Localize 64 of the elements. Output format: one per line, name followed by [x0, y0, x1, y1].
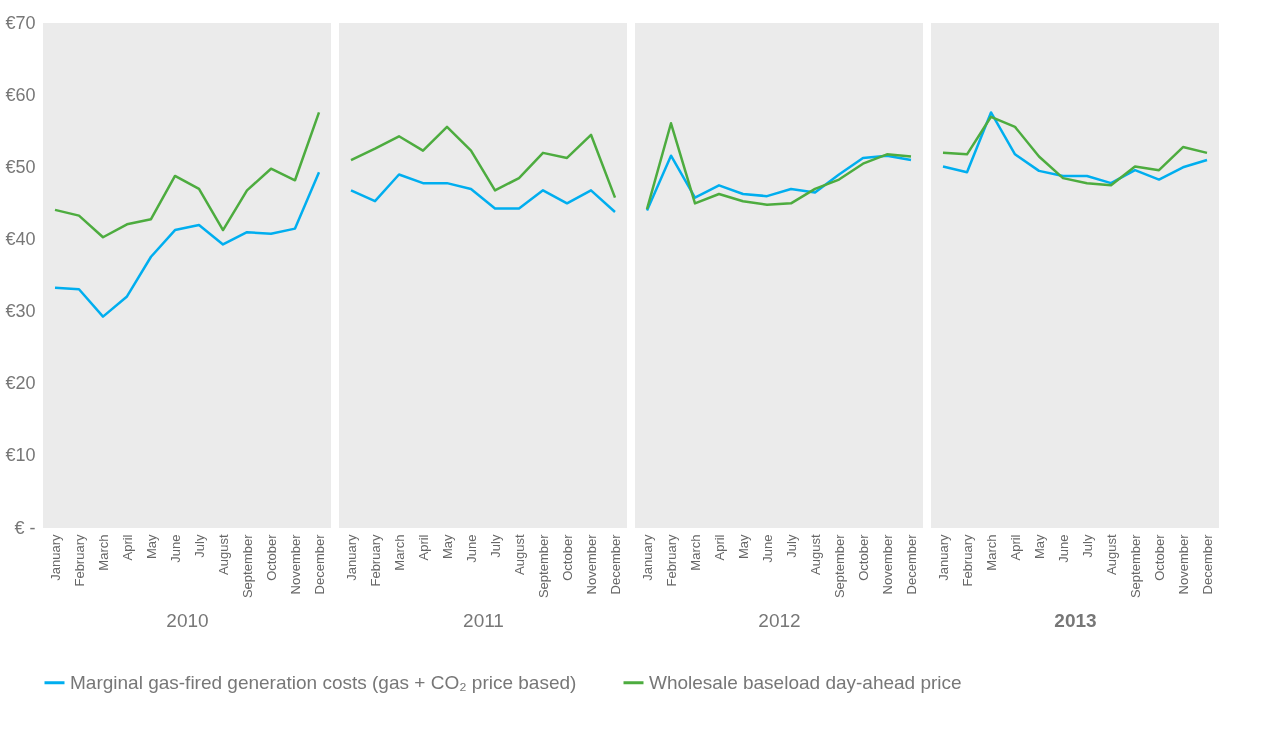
y-tick-label: €10	[5, 445, 36, 466]
line-series	[53, 171, 321, 318]
x-tick-label: October	[855, 533, 871, 581]
x-tick-label: December	[311, 533, 327, 595]
x-tick-label: January	[935, 534, 951, 581]
x-tick-label: May	[1031, 534, 1047, 560]
x-tick-label: October	[1151, 533, 1167, 581]
x-tick-label: September	[535, 533, 551, 599]
x-tick-label: August	[807, 534, 823, 575]
x-tick-label: July	[191, 534, 207, 558]
y-tick-label: €30	[5, 301, 36, 322]
x-tick-label: February	[959, 534, 975, 587]
x-tick-label: August	[511, 534, 527, 575]
y-tick-label: €20	[5, 373, 36, 394]
x-tick-label: September	[239, 533, 255, 599]
x-tick-label: August	[1103, 534, 1119, 575]
x-tick-label: March	[687, 534, 703, 571]
x-tick-label: July	[1079, 534, 1095, 558]
legend-label: Wholesale baseload day-ahead price	[649, 671, 962, 693]
x-tick-label: October	[559, 533, 575, 581]
x-tick-label: March	[391, 534, 407, 571]
y-tick-label: €70	[5, 12, 36, 33]
x-tick-label: February	[367, 534, 383, 587]
x-tick-label: February	[71, 534, 87, 587]
x-tick-label: December	[1199, 533, 1215, 595]
x-tick-label: November	[879, 533, 895, 595]
x-tick-label: October	[263, 533, 279, 581]
x-axis-title: 2010	[166, 610, 209, 632]
x-tick-label: September	[1127, 533, 1143, 599]
x-tick-label: November	[583, 533, 599, 595]
x-axis-title: 2013	[1054, 610, 1097, 632]
y-tick-label: € -	[14, 517, 36, 538]
x-tick-label: June	[759, 534, 775, 563]
x-tick-label: July	[783, 534, 799, 558]
x-tick-label: March	[983, 534, 999, 571]
x-tick-label: April	[711, 534, 727, 561]
y-tick-label: €40	[5, 228, 36, 249]
x-tick-label: November	[1175, 533, 1191, 595]
x-tick-label: July	[487, 534, 503, 558]
x-tick-label: December	[607, 533, 623, 595]
x-tick-label: January	[343, 534, 359, 581]
line-series	[53, 111, 321, 239]
x-tick-label: January	[639, 534, 655, 581]
x-tick-label: June	[1055, 534, 1071, 563]
x-tick-label: May	[143, 534, 159, 560]
x-tick-label: June	[167, 534, 183, 563]
y-tick-label: €50	[5, 156, 36, 177]
x-axis-title: 2011	[463, 610, 504, 632]
x-tick-label: May	[439, 534, 455, 560]
y-tick-label: €60	[5, 84, 36, 105]
x-tick-label: February	[663, 534, 679, 587]
x-tick-label: August	[215, 534, 231, 575]
x-axis-title: 2012	[758, 610, 801, 632]
x-tick-label: April	[1007, 534, 1023, 561]
x-tick-label: May	[735, 534, 751, 560]
x-tick-label: November	[287, 533, 303, 595]
x-tick-label: January	[47, 534, 63, 581]
legend-label: Marginal gas-fired generation costs (gas + CO₂ price based)	[70, 671, 577, 693]
x-tick-label: June	[463, 534, 479, 563]
x-tick-label: December	[903, 533, 919, 595]
x-tick-label: March	[95, 534, 111, 571]
x-tick-label: April	[415, 534, 431, 561]
x-tick-label: April	[119, 534, 135, 561]
x-tick-label: September	[831, 533, 847, 599]
